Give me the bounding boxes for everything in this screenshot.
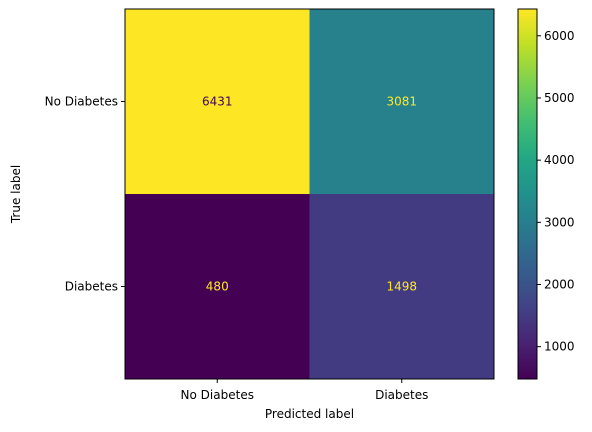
plot-area-frame xyxy=(124,8,495,380)
heatmap-cell xyxy=(125,194,310,380)
x-tick-label: No Diabetes xyxy=(181,388,254,402)
y-axis-label: True label xyxy=(9,165,23,224)
cell-value-label: 480 xyxy=(206,280,229,294)
colorbar xyxy=(517,8,538,380)
y-tick-label: No Diabetes xyxy=(45,95,118,109)
y-tick-label: Diabetes xyxy=(65,280,118,294)
cell-value-label: 3081 xyxy=(386,95,417,109)
colorbar-tick-label: 3000 xyxy=(544,215,575,229)
colorbar-tick-label: 1000 xyxy=(544,340,575,354)
colorbar-tick-label: 5000 xyxy=(544,91,575,105)
colorbar-tick-label: 4000 xyxy=(544,153,575,167)
y-axis-ticks: No Diabetes Diabetes xyxy=(45,95,125,294)
heatmap-cells: 6431 3081 480 1498 xyxy=(125,9,495,380)
heatmap-cell xyxy=(309,194,495,380)
x-axis-label: Predicted label xyxy=(265,407,354,421)
cell-value-label: 1498 xyxy=(386,280,417,294)
heatmap-cell xyxy=(125,9,310,195)
x-axis-ticks: No Diabetes Diabetes xyxy=(181,379,428,402)
colorbar-ticks: 1000 2000 3000 4000 5000 6000 xyxy=(537,29,575,354)
colorbar-tick-label: 2000 xyxy=(544,277,575,291)
colorbar-tick-label: 6000 xyxy=(544,29,575,43)
x-tick-label: Diabetes xyxy=(375,388,428,402)
heatmap-cell xyxy=(309,9,495,195)
cell-value-label: 6431 xyxy=(202,95,233,109)
